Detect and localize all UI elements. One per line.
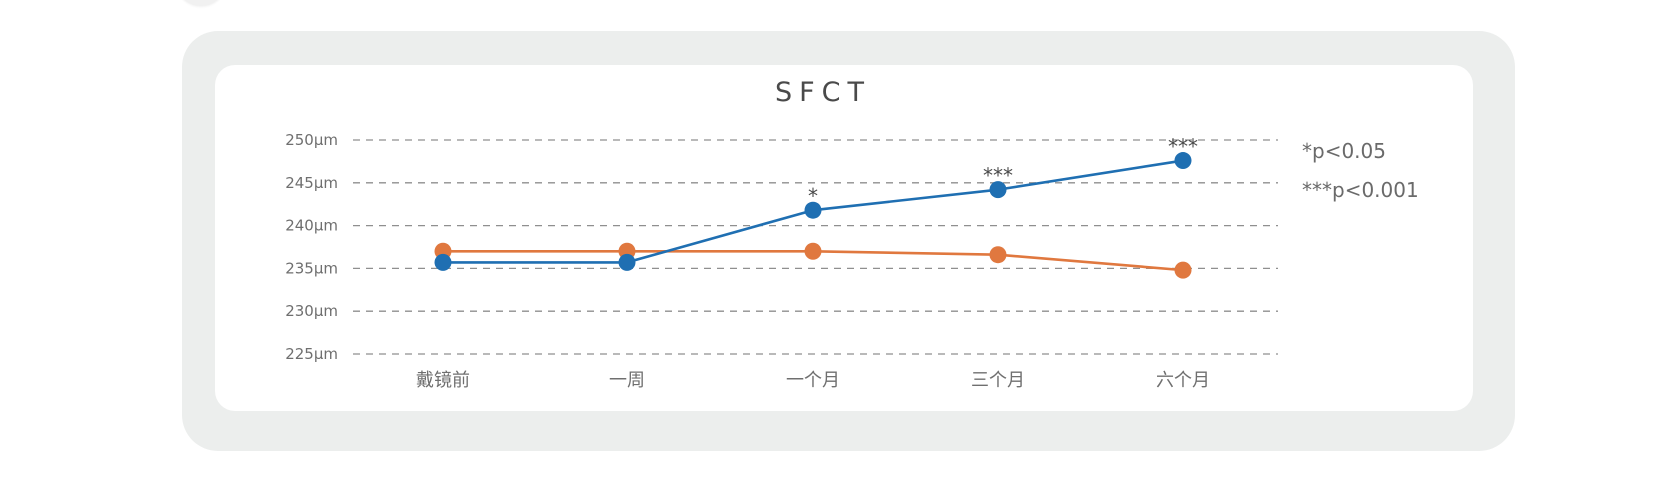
data-point bbox=[804, 242, 822, 260]
x-tick-label: 一周 bbox=[609, 370, 645, 391]
x-tick-label: 三个月 bbox=[971, 370, 1025, 391]
chart-title: SFCT bbox=[775, 77, 871, 108]
significance-mark: * bbox=[808, 184, 818, 208]
significance-note: ***p<0.001 bbox=[1302, 178, 1419, 202]
data-point bbox=[618, 253, 636, 271]
y-tick-label: 250μm bbox=[285, 131, 338, 149]
data-point bbox=[1174, 261, 1192, 279]
grid-lines bbox=[353, 139, 1278, 355]
data-point bbox=[1174, 152, 1192, 170]
significance-mark: *** bbox=[983, 164, 1013, 188]
y-tick-label: 235μm bbox=[285, 259, 338, 277]
x-tick-label: 戴镜前 bbox=[416, 370, 470, 391]
data-points bbox=[434, 152, 1192, 279]
significance-notes: *p<0.05 ***p<0.001 bbox=[1302, 139, 1419, 202]
top-corner-decoration bbox=[178, 0, 224, 6]
y-tick-label: 225μm bbox=[285, 345, 338, 363]
significance-mark: *** bbox=[1168, 135, 1198, 159]
data-point bbox=[989, 181, 1007, 199]
x-tick-label: 六个月 bbox=[1156, 370, 1210, 391]
x-axis-ticks: 戴镜前 一周 一个月 三个月 六个月 bbox=[416, 370, 1210, 391]
chart-card-inner bbox=[215, 65, 1473, 411]
data-point bbox=[989, 246, 1007, 264]
significance-marks: ******* bbox=[808, 135, 1198, 209]
x-tick-label: 一个月 bbox=[786, 370, 840, 391]
data-point bbox=[804, 201, 822, 219]
data-point bbox=[434, 253, 452, 271]
y-tick-label: 240μm bbox=[285, 217, 338, 235]
significance-note: *p<0.05 bbox=[1302, 139, 1386, 163]
y-axis-ticks: 225μm 230μm 235μm 240μm 245μm 250μm bbox=[285, 131, 338, 363]
y-tick-label: 245μm bbox=[285, 174, 338, 192]
y-tick-label: 230μm bbox=[285, 302, 338, 320]
